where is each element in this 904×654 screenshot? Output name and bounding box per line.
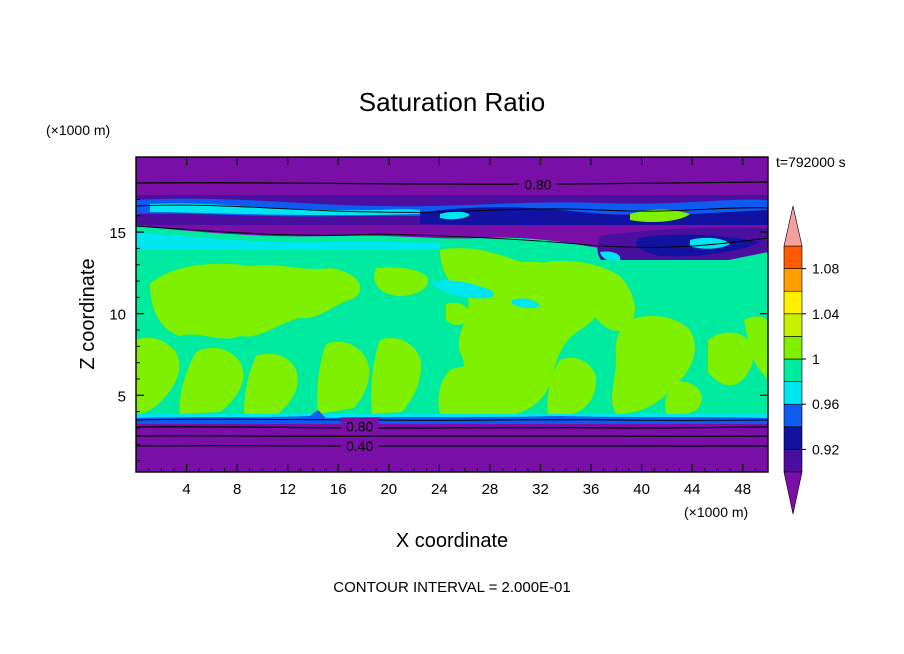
x-tick-label: 44: [684, 481, 701, 498]
x-tick-label: 28: [482, 481, 499, 498]
y-tick-label: 5: [118, 388, 126, 405]
y-axis-label: Z coordinate: [77, 258, 99, 369]
x-unit-label: (×1000 m): [684, 504, 748, 520]
x-tick-label: 48: [734, 481, 751, 498]
colorbar-segment: [783, 245, 803, 269]
contour-label-bg: [340, 436, 379, 453]
colorbar-segment: [783, 426, 803, 450]
x-axis-label: X coordinate: [396, 530, 508, 552]
colorbar-segment: [783, 358, 803, 382]
x-tick-label: 20: [380, 481, 397, 498]
y-tick-label: 10: [109, 307, 126, 324]
colorbar-segment: [783, 381, 803, 405]
x-tick-label: 4: [182, 481, 190, 498]
y-unit-label: (×1000 m): [46, 122, 110, 138]
colorbar-segment: [783, 268, 803, 292]
colorbar-tick-label: 1.04: [812, 306, 839, 322]
y-tick-label: 15: [109, 225, 126, 242]
colorbar-over-arrow: [783, 205, 803, 247]
contour-label: 0.40: [346, 438, 373, 454]
x-tick-label: 8: [233, 481, 241, 498]
colorbar-segment: [783, 449, 803, 473]
x-axis: 4 8 12 16 20 24 28 32 36 40 44 48: [148, 157, 756, 498]
colorbar-tick-label: 1: [812, 351, 820, 367]
x-tick-label: 12: [279, 481, 296, 498]
colorbar-segment: [783, 336, 803, 360]
colorbar-segment: [783, 290, 803, 315]
colorbar-under-arrow: [783, 471, 803, 515]
x-tick-label: 32: [532, 481, 549, 498]
contour-label: 0.80: [524, 177, 551, 193]
colorbar-segment: [783, 403, 803, 428]
contour-labels: 0.80 0.80 0.40: [340, 175, 557, 454]
contour-label-bg: [518, 175, 557, 192]
contour-label: 0.80: [346, 418, 373, 434]
colorbar-tick-label: 1.08: [812, 261, 839, 277]
contour-field: [136, 157, 768, 472]
contour-label-bg: [340, 417, 379, 434]
colorbar-tick-label: 0.92: [812, 441, 839, 457]
y-axis: 5 10 15: [109, 182, 768, 462]
colorbar: 0.92 0.96 1 1.04 1.08: [783, 205, 839, 515]
x-tick-label: 24: [431, 481, 448, 498]
x-tick-label: 36: [583, 481, 600, 498]
colorbar-tick-label: 0.96: [812, 396, 839, 412]
x-tick-label: 16: [330, 481, 347, 498]
time-label: t=792000 s: [776, 154, 846, 170]
chart-title: Saturation Ratio: [359, 87, 545, 117]
contour-interval-footer: CONTOUR INTERVAL = 2.000E-01: [333, 579, 570, 596]
x-tick-label: 40: [633, 481, 650, 498]
colorbar-segment: [783, 313, 803, 337]
